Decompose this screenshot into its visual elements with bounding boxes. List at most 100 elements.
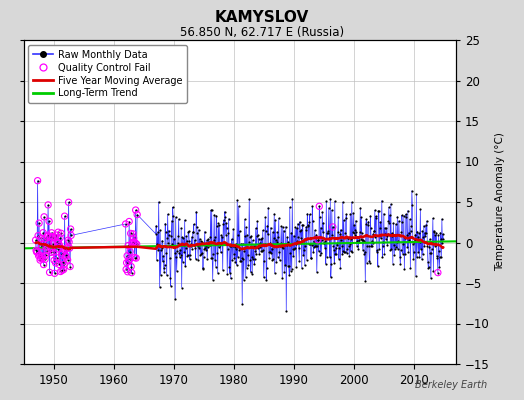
Point: [314, 248, 323, 254]
Point: [274, 254, 282, 260]
Point: [192, 224, 201, 230]
Point: [253, 218, 261, 224]
Point: [304, 222, 312, 228]
Point: [424, 265, 432, 272]
Point: [433, 252, 441, 259]
Point: [436, 230, 444, 236]
Point: [220, 240, 228, 246]
Point: [349, 210, 357, 216]
Point: [156, 284, 164, 290]
Point: [419, 251, 427, 258]
Point: [369, 240, 377, 246]
Point: [298, 265, 306, 271]
Point: [160, 262, 169, 268]
Point: [392, 244, 400, 250]
Point: [285, 263, 293, 269]
Point: [365, 243, 373, 250]
Point: [59, 266, 68, 273]
Point: [379, 243, 387, 249]
Point: [125, 256, 134, 262]
Point: [127, 270, 136, 276]
Point: [271, 236, 280, 243]
Point: [196, 238, 205, 245]
Point: [45, 218, 53, 224]
Point: [258, 227, 267, 234]
Point: [181, 245, 190, 251]
Point: [47, 230, 56, 236]
Point: [247, 254, 256, 260]
Point: [375, 208, 383, 214]
Point: [367, 243, 376, 249]
Point: [178, 234, 187, 240]
Point: [196, 252, 204, 258]
Point: [59, 258, 67, 265]
Point: [176, 247, 184, 253]
Point: [251, 248, 259, 254]
Y-axis label: Temperature Anomaly (°C): Temperature Anomaly (°C): [495, 132, 505, 272]
Point: [409, 256, 418, 262]
Point: [429, 268, 438, 274]
Point: [321, 238, 330, 245]
Point: [248, 237, 257, 244]
Point: [267, 249, 276, 256]
Point: [127, 263, 135, 270]
Point: [432, 230, 441, 236]
Point: [58, 267, 67, 274]
Point: [62, 245, 71, 251]
Point: [50, 257, 58, 264]
Point: [188, 234, 196, 240]
Point: [235, 228, 244, 234]
Point: [315, 203, 323, 210]
Point: [125, 256, 134, 262]
Point: [128, 239, 137, 246]
Point: [34, 178, 42, 184]
Point: [265, 249, 273, 255]
Point: [62, 254, 70, 260]
Point: [217, 232, 225, 238]
Point: [408, 188, 416, 194]
Point: [293, 220, 302, 227]
Point: [122, 221, 130, 227]
Point: [177, 225, 185, 231]
Point: [330, 259, 339, 266]
Point: [367, 225, 375, 231]
Point: [300, 236, 309, 243]
Point: [267, 224, 275, 231]
Point: [236, 257, 245, 264]
Point: [52, 232, 60, 238]
Point: [194, 226, 203, 233]
Point: [197, 250, 205, 257]
Point: [424, 264, 433, 270]
Point: [344, 234, 353, 241]
Point: [39, 230, 47, 236]
Point: [54, 229, 62, 236]
Point: [223, 270, 232, 277]
Point: [359, 236, 367, 243]
Point: [432, 242, 440, 248]
Point: [408, 202, 417, 208]
Point: [123, 260, 131, 266]
Point: [356, 229, 364, 236]
Point: [322, 198, 331, 204]
Text: 56.850 N, 62.717 E (Russia): 56.850 N, 62.717 E (Russia): [180, 26, 344, 39]
Point: [306, 241, 314, 247]
Point: [372, 215, 380, 222]
Point: [239, 256, 247, 262]
Point: [131, 240, 139, 246]
Point: [185, 238, 193, 244]
Point: [213, 250, 222, 256]
Point: [316, 252, 324, 258]
Point: [328, 207, 336, 214]
Point: [224, 216, 233, 222]
Point: [58, 250, 67, 256]
Point: [213, 270, 222, 276]
Point: [338, 251, 346, 257]
Point: [64, 199, 73, 206]
Point: [133, 211, 141, 218]
Point: [302, 224, 310, 230]
Point: [230, 250, 238, 257]
Point: [278, 275, 287, 281]
Point: [418, 256, 426, 262]
Point: [269, 234, 278, 241]
Point: [382, 225, 390, 231]
